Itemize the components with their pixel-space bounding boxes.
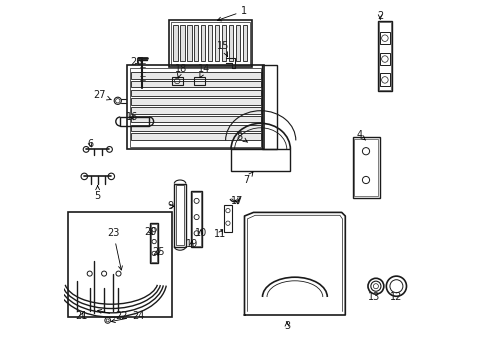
Bar — [175, 185, 184, 245]
Text: 7: 7 — [243, 172, 252, 185]
Text: 23: 23 — [107, 228, 122, 270]
Bar — [168, 20, 251, 67]
Bar — [191, 191, 202, 247]
Bar — [127, 65, 264, 149]
Bar — [236, 25, 240, 61]
Bar — [131, 72, 260, 78]
Bar — [180, 25, 184, 61]
Bar — [194, 25, 198, 61]
Bar — [379, 53, 389, 65]
Bar — [130, 68, 261, 147]
Text: 18: 18 — [174, 64, 186, 78]
Bar — [262, 65, 276, 149]
Text: 12: 12 — [389, 292, 402, 302]
Text: 21: 21 — [75, 311, 87, 321]
Bar — [354, 139, 377, 196]
Bar — [173, 25, 177, 61]
Text: 17: 17 — [231, 196, 243, 206]
Bar — [215, 25, 219, 61]
Text: 11: 11 — [213, 229, 225, 239]
Text: 24: 24 — [111, 311, 144, 323]
Bar — [131, 125, 260, 131]
Bar — [352, 137, 379, 198]
Bar — [131, 90, 260, 96]
Bar — [131, 98, 260, 105]
Text: 15: 15 — [216, 41, 228, 57]
Bar — [174, 184, 185, 247]
Bar — [131, 107, 260, 114]
Bar — [243, 25, 247, 61]
Text: 22: 22 — [98, 310, 127, 321]
Bar — [151, 224, 157, 262]
Text: 19: 19 — [185, 239, 197, 249]
Bar — [171, 22, 249, 65]
Text: 20: 20 — [144, 227, 157, 237]
Bar — [224, 205, 231, 232]
Bar — [379, 73, 389, 86]
Text: 8: 8 — [236, 132, 247, 142]
Bar — [131, 116, 260, 122]
Bar — [208, 25, 212, 61]
Text: 6: 6 — [87, 139, 93, 149]
Bar — [150, 223, 158, 263]
Text: 25: 25 — [152, 247, 164, 257]
Text: 10: 10 — [194, 228, 206, 238]
Text: 9: 9 — [166, 201, 174, 211]
Bar — [228, 25, 233, 61]
Bar — [171, 77, 182, 85]
Bar — [187, 25, 191, 61]
Text: 5: 5 — [94, 185, 101, 201]
Bar — [192, 192, 201, 246]
Text: 13: 13 — [367, 292, 380, 302]
Text: 14: 14 — [198, 64, 210, 78]
Text: 26: 26 — [130, 57, 142, 67]
Bar — [222, 25, 226, 61]
Bar — [120, 117, 149, 126]
Bar — [201, 25, 205, 61]
Text: 1: 1 — [217, 6, 247, 21]
Text: 16: 16 — [126, 112, 138, 122]
Bar — [131, 134, 260, 140]
Bar — [131, 81, 260, 87]
Bar — [378, 22, 390, 90]
Bar — [194, 77, 204, 85]
Bar — [379, 32, 389, 44]
Text: 3: 3 — [284, 321, 289, 331]
Text: 4: 4 — [356, 130, 365, 140]
Bar — [377, 21, 391, 91]
Text: 27: 27 — [93, 90, 111, 100]
Text: 2: 2 — [376, 11, 383, 21]
Bar — [230, 149, 290, 171]
Bar — [68, 212, 172, 317]
